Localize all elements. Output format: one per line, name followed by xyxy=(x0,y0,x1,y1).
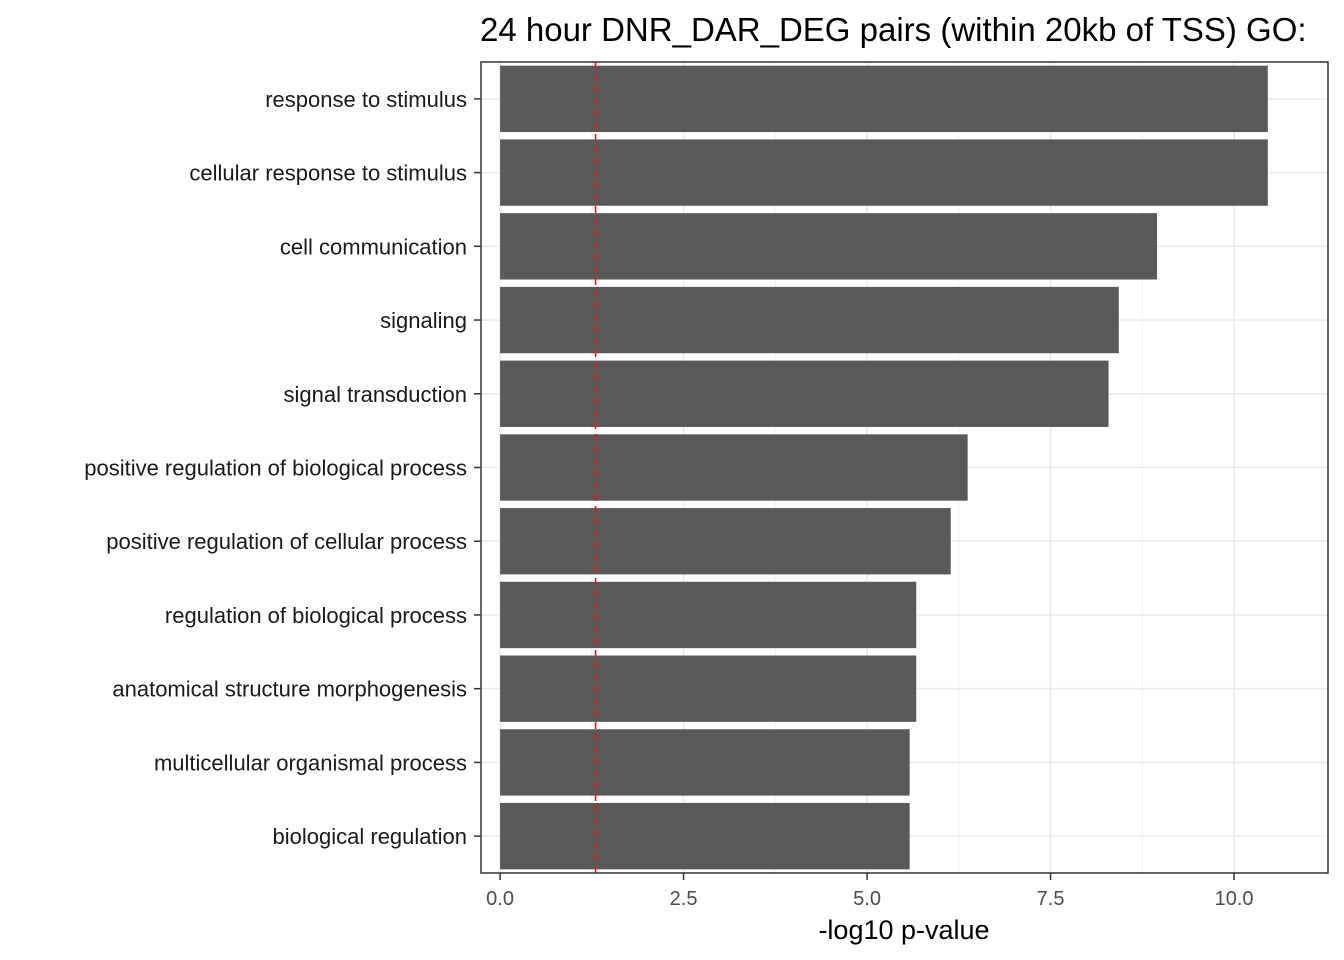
y-tick-label: multicellular organismal process xyxy=(154,750,467,775)
y-tick-label: biological regulation xyxy=(273,824,467,849)
y-axis: response to stimulus cellular response to… xyxy=(84,87,481,849)
y-tick-label: cell communication xyxy=(280,234,467,259)
y-tick-label: signaling xyxy=(380,308,467,333)
x-tick-label: 10.0 xyxy=(1215,888,1254,910)
x-tick-label: 2.5 xyxy=(670,888,698,910)
bar xyxy=(500,286,1119,354)
y-tick-label: cellular response to stimulus xyxy=(189,161,467,186)
bar xyxy=(500,139,1268,206)
x-tick-label: 7.5 xyxy=(1037,888,1065,910)
chart-title: 24 hour DNR_DAR_DEG pairs (within 20kb o… xyxy=(480,11,1307,48)
bar xyxy=(500,581,917,649)
x-axis-title: -log10 p-value xyxy=(818,915,989,945)
bar xyxy=(500,802,910,870)
y-tick-label: anatomical structure morphogenesis xyxy=(112,677,467,702)
x-tick-label: 0.0 xyxy=(486,888,514,910)
bar xyxy=(500,655,917,722)
bar xyxy=(500,213,1157,280)
bar xyxy=(500,434,968,501)
bar xyxy=(500,65,1268,133)
y-tick-label: regulation of biological process xyxy=(165,603,467,628)
x-tick-label: 5.0 xyxy=(853,888,881,910)
bars xyxy=(500,65,1268,870)
bar xyxy=(500,360,1109,427)
x-axis: 0.0 2.5 5.0 7.5 10.0 xyxy=(486,873,1254,910)
y-tick-label: response to stimulus xyxy=(265,87,467,112)
y-tick-label: positive regulation of cellular process xyxy=(106,529,467,554)
y-tick-label: signal transduction xyxy=(284,382,467,407)
y-tick-label: positive regulation of biological proces… xyxy=(84,456,467,481)
bar xyxy=(500,729,910,796)
bar xyxy=(500,508,951,575)
